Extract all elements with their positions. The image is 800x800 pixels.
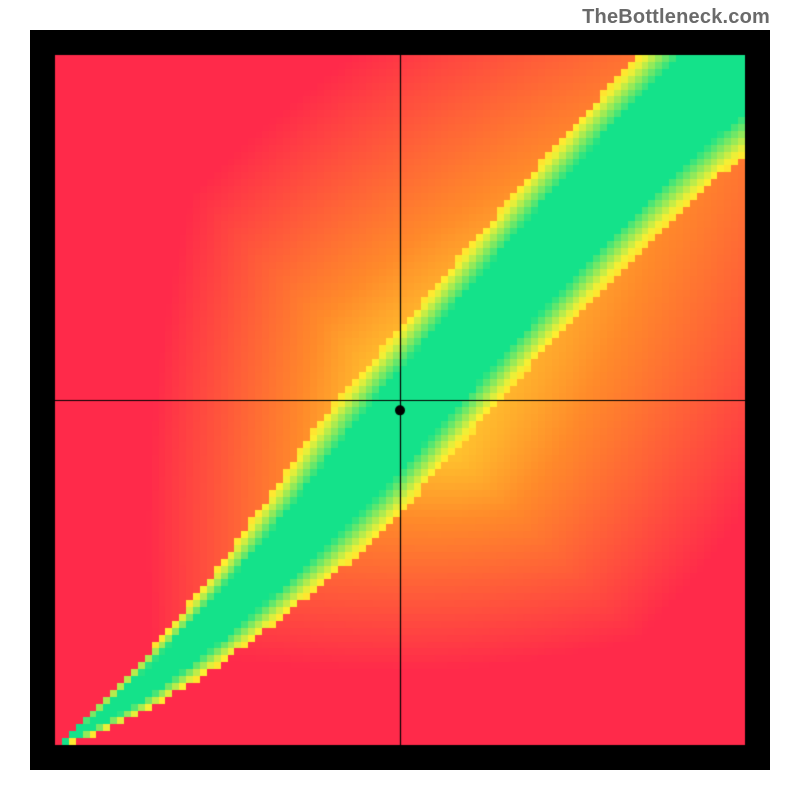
watermark-text: TheBottleneck.com [582,6,770,29]
heatmap-plot [30,30,770,770]
heatmap-canvas [30,30,770,770]
